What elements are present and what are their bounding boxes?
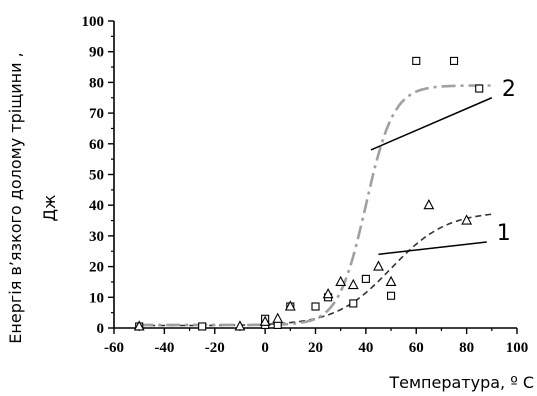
x-tick-label: 80 <box>459 340 474 356</box>
square-marker <box>361 274 370 283</box>
triangle-marker <box>272 312 284 323</box>
triangle-marker <box>284 300 296 311</box>
triangle-marker <box>347 278 359 290</box>
triangle-marker <box>423 199 435 210</box>
y-axis-title: Енергія в’язкого долому тріщини , <box>6 52 25 343</box>
y-tick-label: 80 <box>89 75 104 91</box>
square-marker <box>412 56 421 65</box>
callouts: 12 <box>370 77 516 256</box>
x-ticks: -60 -40 -20 0 20 40 60 80 100 <box>104 328 528 356</box>
callout-label-2: 2 <box>502 77 516 102</box>
y-tick-label: 100 <box>82 14 105 30</box>
x-tick-label: 0 <box>261 340 269 356</box>
callout-line-2 <box>370 97 493 151</box>
axes <box>113 21 517 329</box>
square-marker <box>198 322 207 331</box>
triangle-marker <box>385 275 397 287</box>
triangle-marker <box>322 288 334 299</box>
callout-line-1 <box>378 241 487 256</box>
x-tick-label: 20 <box>308 340 323 356</box>
triangle-marker <box>461 214 473 225</box>
y-tick-label: 90 <box>89 45 104 61</box>
fit-curve-1 <box>139 213 492 327</box>
y-tick-label: 30 <box>89 229 104 245</box>
y-tick-label: 50 <box>89 168 104 184</box>
square-marker <box>475 84 484 93</box>
x-axis-title: Температура, º С <box>388 373 534 392</box>
triangle-marker <box>234 320 246 331</box>
square-marker <box>349 299 358 308</box>
y-tick-label: 40 <box>89 198 104 214</box>
x-tick-label: -40 <box>154 340 174 356</box>
triangle-marker <box>259 315 271 326</box>
x-tick-label: -60 <box>104 340 124 356</box>
x-tick-label: 100 <box>506 340 529 356</box>
y-tick-label: 70 <box>89 106 104 122</box>
x-tick-label: 60 <box>409 340 424 356</box>
data-points <box>133 56 484 331</box>
square-marker <box>311 302 320 311</box>
y-tick-label: 60 <box>89 137 104 153</box>
x-tick-label: -20 <box>205 340 225 356</box>
x-tick-label: 40 <box>358 340 373 356</box>
y-axis-title-unit: Дж <box>40 195 59 222</box>
fit-curve-2 <box>139 84 492 327</box>
triangle-marker <box>335 275 347 287</box>
y-tick-label: 20 <box>89 260 104 276</box>
y-tick-label: 0 <box>97 321 105 337</box>
triangle-marker <box>133 320 145 331</box>
y-tick-label: 10 <box>89 290 104 306</box>
fit-curves <box>139 84 492 327</box>
y-ticks: 0 10 20 30 40 50 60 70 80 90 100 <box>82 14 114 337</box>
square-marker <box>449 56 459 65</box>
callout-label-1: 1 <box>497 221 511 246</box>
square-marker <box>387 291 396 300</box>
triangle-marker <box>373 260 384 271</box>
